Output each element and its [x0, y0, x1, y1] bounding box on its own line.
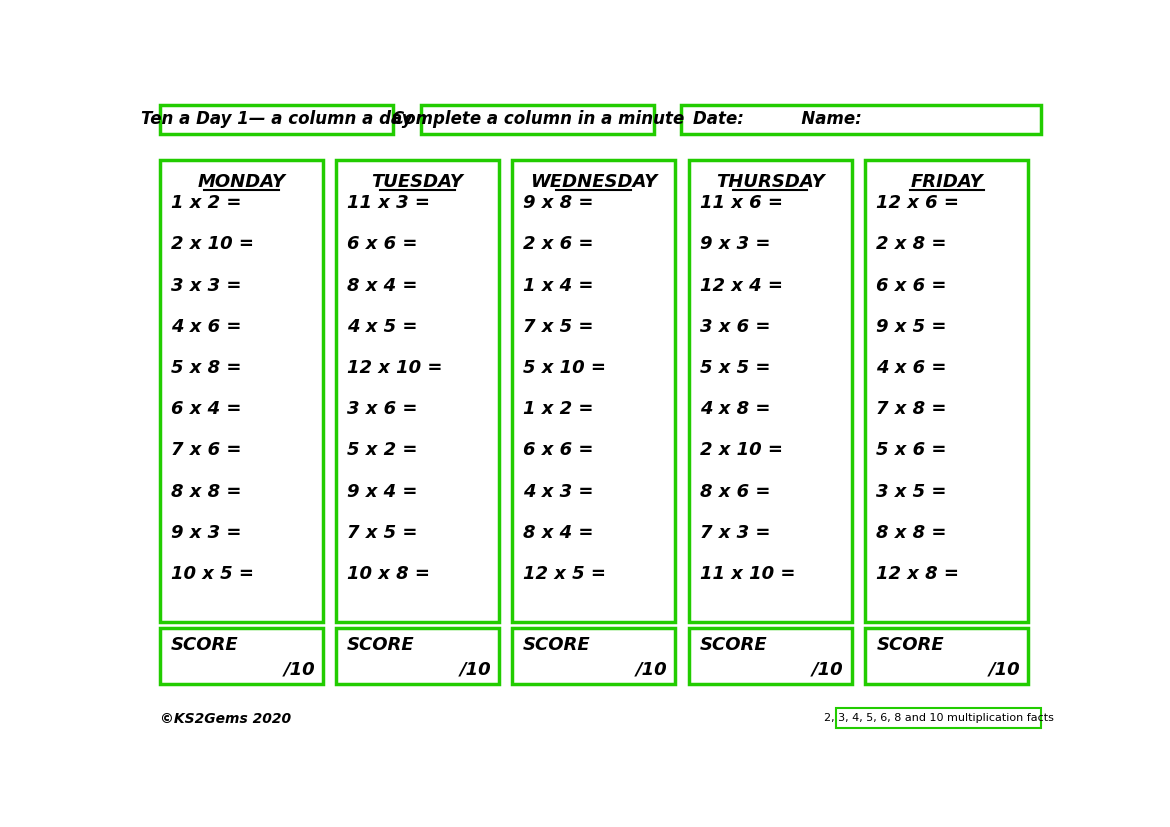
Text: 2 x 10 =: 2 x 10 =	[700, 442, 783, 459]
Text: THURSDAY: THURSDAY	[716, 173, 825, 191]
Text: /10: /10	[635, 661, 667, 679]
Bar	[421, 105, 654, 134]
Text: 7 x 5 =: 7 x 5 =	[347, 523, 418, 542]
Text: 5 x 10 =: 5 x 10 =	[523, 359, 606, 377]
Text: MONDAY: MONDAY	[198, 173, 285, 191]
Text: /10: /10	[283, 661, 315, 679]
Text: SCORE: SCORE	[171, 636, 239, 654]
Text: 12 x 6 =: 12 x 6 =	[876, 194, 959, 213]
Bar	[866, 160, 1028, 622]
Text: SCORE: SCORE	[523, 636, 591, 654]
Text: 7 x 5 =: 7 x 5 =	[523, 318, 593, 336]
Text: 4 x 5 =: 4 x 5 =	[347, 318, 418, 336]
Bar	[160, 105, 393, 134]
Text: 9 x 3 =: 9 x 3 =	[171, 523, 241, 542]
Text: /10: /10	[989, 661, 1020, 679]
Text: 6 x 6 =: 6 x 6 =	[876, 276, 947, 294]
Text: SCORE: SCORE	[700, 636, 768, 654]
Text: 6 x 6 =: 6 x 6 =	[523, 442, 593, 459]
Bar	[512, 160, 675, 622]
Text: FRIDAY: FRIDAY	[910, 173, 983, 191]
Text: 7 x 6 =: 7 x 6 =	[171, 442, 241, 459]
Text: 4 x 6 =: 4 x 6 =	[876, 359, 947, 377]
Text: Complete a column in a minute: Complete a column in a minute	[392, 110, 683, 128]
Text: 12 x 8 =: 12 x 8 =	[876, 565, 959, 583]
Text: 10 x 8 =: 10 x 8 =	[347, 565, 431, 583]
Text: 5 x 8 =: 5 x 8 =	[171, 359, 241, 377]
Text: 12 x 4 =: 12 x 4 =	[700, 276, 783, 294]
Text: 2 x 8 =: 2 x 8 =	[876, 236, 947, 253]
Text: SCORE: SCORE	[876, 636, 944, 654]
Bar	[160, 629, 323, 684]
Text: 9 x 3 =: 9 x 3 =	[700, 236, 770, 253]
Text: 4 x 3 =: 4 x 3 =	[523, 483, 593, 500]
Bar	[336, 160, 498, 622]
Text: 3 x 6 =: 3 x 6 =	[700, 318, 770, 336]
Text: 2 x 6 =: 2 x 6 =	[523, 236, 593, 253]
Text: Ten a Day 1— a column a day: Ten a Day 1— a column a day	[140, 110, 412, 128]
Text: 2, 3, 4, 5, 6, 8 and 10 multiplication facts: 2, 3, 4, 5, 6, 8 and 10 multiplication f…	[824, 714, 1054, 724]
Text: WEDNESDAY: WEDNESDAY	[530, 173, 658, 191]
Text: 8 x 4 =: 8 x 4 =	[523, 523, 593, 542]
Text: 4 x 6 =: 4 x 6 =	[171, 318, 241, 336]
Bar	[837, 708, 1041, 729]
Text: 5 x 6 =: 5 x 6 =	[876, 442, 947, 459]
Text: 9 x 5 =: 9 x 5 =	[876, 318, 947, 336]
Text: 3 x 3 =: 3 x 3 =	[171, 276, 241, 294]
Bar	[336, 629, 498, 684]
Text: 3 x 5 =: 3 x 5 =	[876, 483, 947, 500]
Text: /10: /10	[812, 661, 844, 679]
Bar	[160, 160, 323, 622]
Text: 9 x 8 =: 9 x 8 =	[523, 194, 593, 213]
Text: 1 x 2 =: 1 x 2 =	[171, 194, 241, 213]
Text: 9 x 4 =: 9 x 4 =	[347, 483, 418, 500]
Text: 4 x 8 =: 4 x 8 =	[700, 400, 770, 418]
Text: 7 x 8 =: 7 x 8 =	[876, 400, 947, 418]
Bar	[512, 629, 675, 684]
Text: 8 x 8 =: 8 x 8 =	[171, 483, 241, 500]
Text: 8 x 8 =: 8 x 8 =	[876, 523, 947, 542]
Text: 7 x 3 =: 7 x 3 =	[700, 523, 770, 542]
Text: 11 x 3 =: 11 x 3 =	[347, 194, 431, 213]
Text: 6 x 4 =: 6 x 4 =	[171, 400, 241, 418]
Bar	[689, 160, 852, 622]
Text: ©KS2Gems 2020: ©KS2Gems 2020	[160, 712, 291, 726]
Text: 11 x 6 =: 11 x 6 =	[700, 194, 783, 213]
Text: 10 x 5 =: 10 x 5 =	[171, 565, 254, 583]
Text: 5 x 5 =: 5 x 5 =	[700, 359, 770, 377]
Text: 12 x 5 =: 12 x 5 =	[523, 565, 606, 583]
Text: /10: /10	[460, 661, 491, 679]
Bar	[681, 105, 1041, 134]
Text: 11 x 10 =: 11 x 10 =	[700, 565, 796, 583]
Text: 8 x 6 =: 8 x 6 =	[700, 483, 770, 500]
Text: Date:          Name:: Date: Name:	[693, 110, 861, 128]
Bar	[689, 629, 852, 684]
Text: TUESDAY: TUESDAY	[372, 173, 463, 191]
Text: SCORE: SCORE	[347, 636, 414, 654]
Text: 1 x 2 =: 1 x 2 =	[523, 400, 593, 418]
Text: 12 x 10 =: 12 x 10 =	[347, 359, 442, 377]
Text: 5 x 2 =: 5 x 2 =	[347, 442, 418, 459]
Text: 1 x 4 =: 1 x 4 =	[523, 276, 593, 294]
Text: 8 x 4 =: 8 x 4 =	[347, 276, 418, 294]
Text: 6 x 6 =: 6 x 6 =	[347, 236, 418, 253]
Bar	[866, 629, 1028, 684]
Text: 3 x 6 =: 3 x 6 =	[347, 400, 418, 418]
Text: 2 x 10 =: 2 x 10 =	[171, 236, 254, 253]
